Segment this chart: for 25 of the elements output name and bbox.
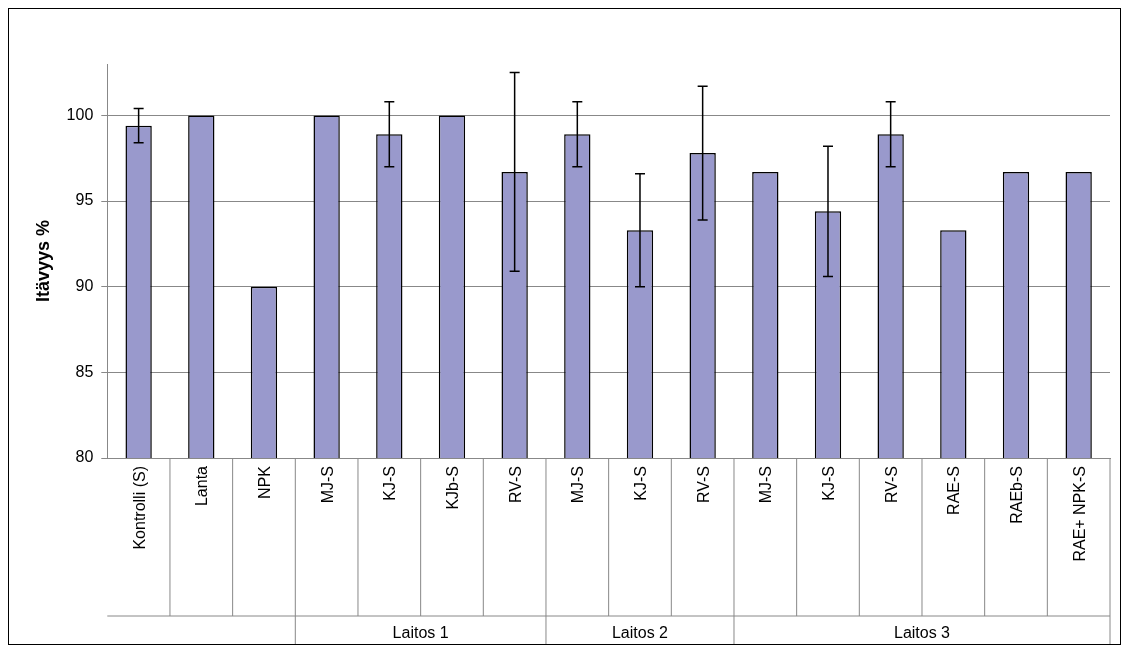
x-tick-label: NPK (255, 465, 273, 499)
y-tick-label: 90 (75, 277, 94, 295)
text: Laitos 3 (893, 624, 951, 641)
x-tick-label: KJ-S (819, 466, 837, 501)
y-tick-label: 80 (75, 448, 94, 466)
text: Laitos 2 (611, 624, 669, 641)
x-tick-label: Kontrolli (S) (130, 466, 148, 550)
y-tick-label: 95 (75, 191, 94, 209)
x-tick-label: RV-S (506, 466, 524, 504)
x-tick-label: RAE+ NPK-S (1070, 466, 1088, 562)
x-tick-label: MJ-S (569, 466, 587, 504)
text: Laitos 1 (392, 624, 449, 641)
x-tick-label: RV-S (882, 466, 900, 504)
x-tick-label: RAE-S (945, 466, 963, 515)
x-tick-label: Lanta (193, 465, 211, 507)
y-tick-label: 100 (66, 105, 94, 123)
x-tick-label: KJ-S (631, 466, 649, 501)
y-tick-label: 85 (75, 362, 94, 380)
x-tick-label: MJ-S (757, 466, 775, 504)
x-tick-label: KJ-S (381, 466, 399, 501)
x-tick-label: KJb-S (443, 466, 461, 510)
x-tick-label: MJ-S (318, 466, 336, 504)
x-tick-label: RAEb-S (1008, 466, 1025, 524)
x-tick-label: RV-S (694, 466, 712, 504)
y-axis-title: Itävyys % (32, 219, 53, 303)
